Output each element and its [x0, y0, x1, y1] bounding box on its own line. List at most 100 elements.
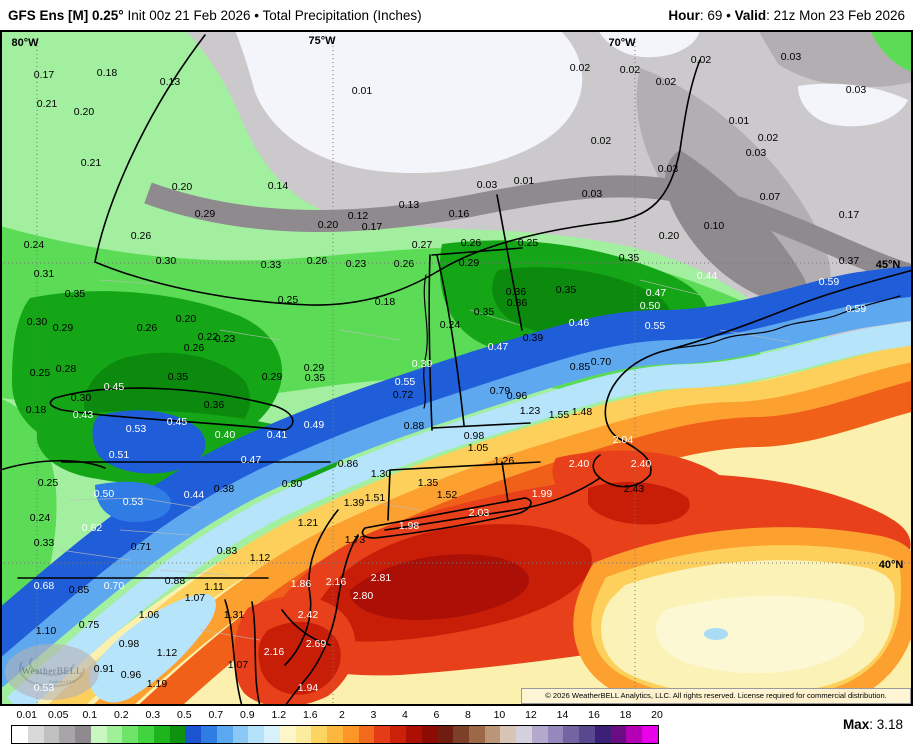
- precip-value-label: 1.05: [467, 441, 489, 454]
- precip-value-label: 0.25: [277, 293, 299, 306]
- colorbar-segment: [374, 726, 390, 743]
- precip-value-label: 0.98: [118, 637, 140, 650]
- precip-value-label: 1.07: [227, 658, 249, 671]
- colorbar-tick-label: 4: [401, 709, 408, 721]
- precip-value-label: 0.17: [33, 68, 55, 81]
- precip-value-label: 0.02: [690, 53, 712, 66]
- coastline: [592, 269, 911, 488]
- precip-value-label: 2.81: [370, 571, 392, 584]
- precip-value-label: 0.35: [304, 371, 326, 384]
- precip-value-label: 0.98: [463, 429, 485, 442]
- colorbar-segment: [453, 726, 469, 743]
- precip-value-label: 0.03: [657, 162, 679, 175]
- precip-value-label: 0.39: [411, 357, 433, 370]
- precip-value-label: 0.02: [569, 61, 591, 74]
- nj-coast: [285, 534, 359, 704]
- precip-value-label: 1.06: [138, 608, 160, 621]
- colorbar-segment: [358, 726, 375, 743]
- precip-value-label: 0.10: [703, 219, 725, 232]
- precip-value-label: 0.39: [522, 331, 544, 344]
- colorbar-tick-label: 3: [370, 709, 377, 721]
- colorbar-tick-label: 20: [651, 709, 663, 721]
- colorbar-segment: [248, 726, 264, 743]
- precip-value-label: 0.45: [166, 415, 188, 428]
- precip-value-label: 1.07: [184, 591, 206, 604]
- colorbar-tick-label: 2: [338, 709, 345, 721]
- precip-value-label: 0.35: [473, 305, 495, 318]
- graticule-label: 40°N: [878, 559, 904, 571]
- precip-value-label: 0.44: [183, 488, 205, 501]
- chesapeake-bay: [224, 599, 261, 704]
- precip-value-label: 0.31: [33, 267, 55, 280]
- precip-value-label: 0.23: [214, 332, 236, 345]
- colorbar-segment: [626, 726, 642, 743]
- precip-value-label: 0.18: [96, 66, 118, 79]
- precip-value-label: 0.29: [194, 207, 216, 220]
- precip-value-label: 0.88: [403, 419, 425, 432]
- precip-value-label: 0.01: [513, 174, 535, 187]
- precip-value-label: 0.26: [306, 254, 328, 267]
- precip-value-label: 0.02: [619, 63, 641, 76]
- precip-value-label: 0.24: [439, 318, 461, 331]
- colorbar-segment: [153, 726, 170, 743]
- precip-value-label: 0.18: [374, 295, 396, 308]
- colorbar-tick-label: 0.7: [208, 709, 224, 721]
- product-title: GFS Ens [M] 0.25° Init 00z 21 Feb 2026 •…: [8, 8, 422, 23]
- precip-value-label: 0.83: [216, 544, 238, 557]
- colorbar-segment: [12, 726, 28, 743]
- delaware-river: [284, 509, 339, 666]
- precip-value-label: 0.35: [618, 251, 640, 264]
- valid-time: Hour: 69 • Valid: 21z Mon 23 Feb 2026: [668, 8, 905, 23]
- maine-coast: [659, 295, 901, 353]
- copyright-notice: © 2026 WeatherBELL Analytics, LLC. All r…: [521, 688, 911, 704]
- precip-value-label: 1.48: [571, 405, 593, 418]
- colorbar-tick-label: 6: [433, 709, 440, 721]
- hour-label: Hour: [668, 7, 700, 23]
- precip-value-label: 0.20: [175, 312, 197, 325]
- watermark-sub: Analytics LLC: [49, 679, 76, 684]
- precip-value-label: 0.36: [203, 398, 225, 411]
- colorbar-segment: [264, 726, 280, 743]
- colorbar-segment: [594, 726, 611, 743]
- colorbar-segment: [122, 726, 138, 743]
- precip-value-label: 2.40: [630, 457, 652, 470]
- precip-value-label: 0.38: [213, 482, 235, 495]
- precip-value-label: 0.18: [25, 403, 47, 416]
- precip-value-label: 0.23: [345, 257, 367, 270]
- precip-value-label: 0.86: [337, 457, 359, 470]
- max-sep: :: [869, 717, 877, 732]
- precip-value-label: 0.29: [303, 361, 325, 374]
- precip-value-label: 2.40: [568, 457, 590, 470]
- precip-value-label: 2.04: [612, 433, 634, 446]
- precip-value-label: 0.24: [29, 511, 51, 524]
- colorbar-segment: [516, 726, 532, 743]
- precip-value-label: 2.69: [305, 637, 327, 650]
- precip-value-label: 0.35: [167, 370, 189, 383]
- precip-value-label: 0.33: [260, 258, 282, 271]
- lake-erie-shore: [2, 459, 106, 471]
- precip-value-label: 0.03: [845, 83, 867, 96]
- precip-value-label: 1.86: [290, 577, 312, 590]
- precip-value-label: 1.94: [297, 681, 319, 694]
- precip-value-label: 0.13: [159, 75, 181, 88]
- precip-value-label: 0.40: [214, 428, 236, 441]
- precip-value-label: 0.35: [555, 283, 577, 296]
- precip-value-label: 0.02: [757, 131, 779, 144]
- colorbar-segment: [311, 726, 327, 743]
- precip-value-label: 0.53: [122, 495, 144, 508]
- precip-value-label: 0.20: [658, 229, 680, 242]
- precip-value-label: 0.70: [590, 355, 612, 368]
- colorbar-tick-label: 0.9: [240, 709, 255, 721]
- precip-value-label: 1.98: [398, 519, 420, 532]
- colorbar-segment: [390, 726, 406, 743]
- colorbar-segment: [579, 726, 595, 743]
- precip-value-label: 0.53: [125, 422, 147, 435]
- precip-value-label: 0.21: [80, 156, 102, 169]
- colorbar-tick-label: 18: [619, 709, 632, 721]
- precip-value-label: 0.02: [590, 134, 612, 147]
- precip-value-label: 1.35: [417, 476, 439, 489]
- colorbar-segment: [232, 726, 249, 743]
- precip-value-label: 0.26: [183, 341, 205, 354]
- colorbar-segment: [610, 726, 627, 743]
- precip-value-label: 0.80: [281, 477, 303, 490]
